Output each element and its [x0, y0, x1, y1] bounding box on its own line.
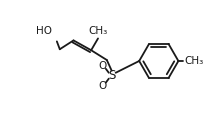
Text: O: O	[98, 61, 107, 71]
Text: O: O	[98, 81, 107, 91]
Text: CH₃: CH₃	[88, 25, 107, 36]
Text: HO: HO	[36, 26, 52, 36]
Text: CH₃: CH₃	[183, 56, 202, 66]
Text: S: S	[108, 69, 115, 82]
